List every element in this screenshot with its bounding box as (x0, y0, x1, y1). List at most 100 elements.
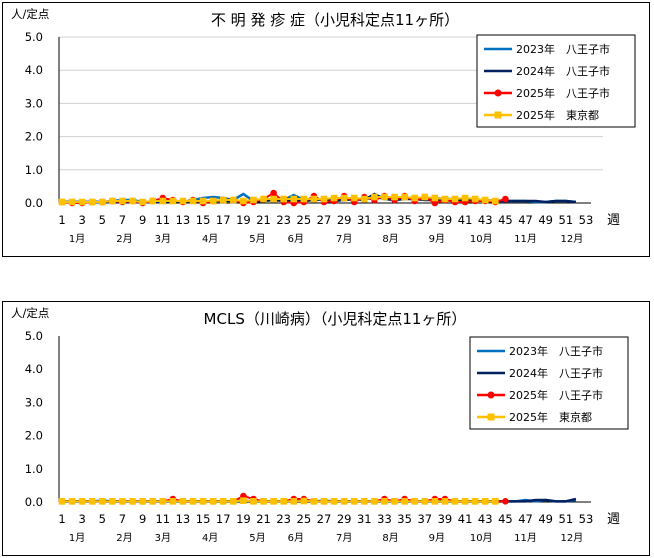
data-point-square (169, 498, 177, 505)
month-label: 10月 (470, 233, 493, 245)
x-tick-label: 47 (518, 512, 533, 526)
x-tick-label: 33 (377, 512, 392, 526)
data-point-square (481, 498, 489, 505)
data-point-square (58, 498, 66, 505)
legend-label: 2025年 東京都 (509, 410, 592, 424)
data-point-square (340, 194, 348, 202)
y-tick-label: 3.0 (25, 96, 43, 110)
x-tick-label: 7 (119, 512, 126, 526)
x-tick-label: 39 (438, 213, 453, 227)
data-point-square (219, 196, 227, 204)
x-tick-label: 49 (538, 512, 553, 526)
y-tick-label: 3.0 (25, 395, 43, 409)
x-tick-label: 21 (256, 512, 271, 526)
data-point-square (149, 498, 156, 505)
x-tick-label: 49 (538, 213, 553, 227)
legend-label: 2025年 東京都 (516, 108, 599, 122)
legend-label: 2023年 八王子市 (516, 42, 610, 56)
data-point-square (320, 498, 328, 505)
month-label: 3月 (155, 532, 171, 544)
data-point-square (290, 195, 298, 203)
x-tick-label: 25 (297, 213, 312, 227)
data-point-square (280, 498, 287, 505)
x-tick-label: 23 (276, 213, 291, 227)
x-tick-label: 13 (176, 512, 191, 526)
legend-box (469, 336, 629, 430)
y-tick-label: 5.0 (25, 30, 43, 44)
data-point-square (290, 498, 298, 505)
month-label: 11月 (514, 233, 537, 245)
x-tick-label: 53 (579, 512, 594, 526)
x-tick-label: 41 (458, 512, 473, 526)
data-point-square (391, 498, 398, 505)
data-point-square (451, 195, 459, 203)
x-tick-label: 33 (377, 213, 392, 227)
data-point-circle (502, 195, 509, 203)
legend-marker-circle (487, 391, 495, 399)
x-tick-label: 27 (317, 213, 332, 227)
chart-svg: MCLS（川崎病）（小児科定点11ヶ所） 人/定点 0.0 1.0 2.0 3.0 4.0 5… (11, 306, 629, 544)
x-tick-label: 47 (518, 213, 533, 227)
x-tick-label: 29 (337, 213, 352, 227)
y-axis-unit-label: 人/定点 (11, 306, 49, 320)
data-point-square (219, 498, 227, 505)
month-label: 6月 (288, 532, 304, 544)
month-label: 4月 (202, 532, 218, 544)
x-tick-label: 13 (176, 213, 191, 227)
month-label: 6月 (288, 233, 304, 245)
data-point-square (461, 194, 469, 202)
data-point-square (260, 498, 267, 505)
data-point-square (270, 195, 277, 203)
month-label: 9月 (429, 532, 445, 544)
x-axis-unit-label: 週 (607, 213, 620, 228)
y-tick-label: 2.0 (25, 429, 43, 443)
data-point-square (371, 498, 378, 505)
data-point-square (401, 498, 408, 505)
data-point-square (421, 498, 429, 505)
x-tick-label: 1 (58, 512, 65, 526)
data-point-square (361, 195, 368, 203)
data-point-square (99, 498, 106, 505)
data-point-square (139, 198, 146, 206)
legend-label: 2025年 八王子市 (509, 388, 603, 402)
data-point-square (300, 195, 308, 203)
legend-label: 2024年 八王子市 (516, 64, 610, 78)
data-point-square (280, 195, 287, 203)
data-point-square (381, 193, 388, 201)
x-tick-label: 53 (579, 213, 594, 227)
month-label: 8月 (382, 233, 398, 245)
x-tick-label: 9 (139, 512, 146, 526)
chart-title: MCLS（川崎病）（小児科定点11ヶ所） (204, 310, 467, 328)
x-tick-label: 27 (317, 512, 332, 526)
y-axis-unit-label: 人/定点 (11, 7, 49, 21)
data-point-square (119, 197, 126, 205)
y-tick-label: 2.0 (25, 130, 43, 144)
data-point-square (411, 498, 418, 505)
legend-marker-square (494, 111, 502, 119)
data-point-square (99, 198, 106, 206)
x-tick-label: 45 (498, 512, 513, 526)
chart-title: 不 明 発 疹 症（小児科定点11ヶ所） (211, 11, 459, 29)
data-point-square (330, 498, 338, 505)
data-point-square (179, 498, 187, 505)
data-point-square (431, 194, 439, 202)
data-point-square (139, 498, 146, 505)
month-label: 9月 (429, 233, 445, 245)
x-tick-label: 11 (155, 512, 170, 526)
x-tick-label: 31 (357, 213, 372, 227)
data-point-square (250, 196, 257, 204)
month-label: 11月 (514, 532, 537, 544)
legend-box (476, 34, 636, 128)
month-label: 10月 (470, 532, 493, 544)
x-tick-label: 51 (559, 213, 574, 227)
data-point-square (371, 193, 378, 201)
x-tick-label: 43 (478, 512, 493, 526)
data-point-square (320, 195, 328, 203)
month-label: 2月 (116, 233, 132, 245)
x-tick-label: 29 (337, 512, 352, 526)
x-tick-label: 7 (119, 213, 126, 227)
chart-svg: 不 明 発 疹 症（小児科定点11ヶ所） 人/定点 0.0 1.0 2.0 3.0 4.0 5… (11, 7, 636, 245)
y-tick-label: 0.0 (25, 495, 43, 509)
chart-panel-fuhmei-hasshin: 不 明 発 疹 症（小児科定点11ヶ所） 人/定点 0.0 1.0 2.0 3.0 4.0 5… (2, 2, 650, 257)
data-point-square (421, 193, 429, 201)
